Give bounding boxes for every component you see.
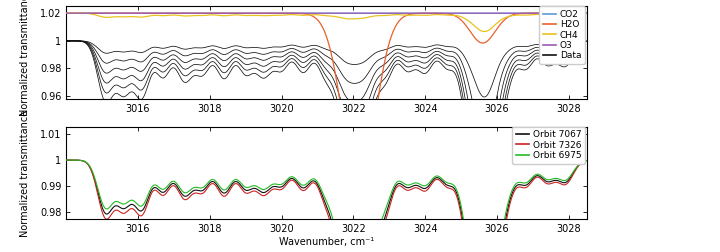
Y-axis label: Normalized transmittance: Normalized transmittance xyxy=(20,0,30,116)
Legend: Orbit 7067, Orbit 7326, Orbit 6975: Orbit 7067, Orbit 7326, Orbit 6975 xyxy=(512,127,585,164)
X-axis label: Wavenumber, cm⁻¹: Wavenumber, cm⁻¹ xyxy=(279,237,374,247)
Y-axis label: Normalized transmittance: Normalized transmittance xyxy=(20,109,30,237)
Legend: CO2, H2O, CH4, O3, Data: CO2, H2O, CH4, O3, Data xyxy=(539,6,585,64)
